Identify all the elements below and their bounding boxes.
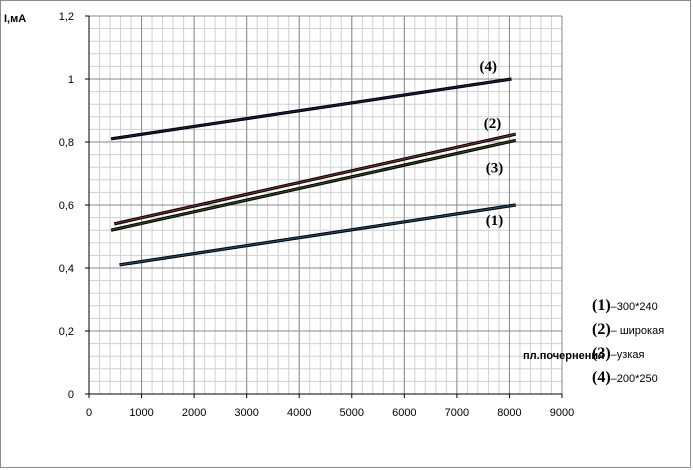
series-lines (110, 77, 517, 267)
legend-item-3: (3)–узкая (592, 345, 644, 363)
x-tick-labels: 0 1000 2000 3000 4000 5000 6000 7000 8000 9000 (86, 407, 574, 419)
legend-text: –300*240 (610, 301, 658, 313)
x-tick-label: 6000 (392, 407, 416, 419)
curve-label: (2) (484, 116, 502, 132)
legend-text: –узкая (610, 349, 645, 361)
legend-text: –200*250 (610, 373, 658, 385)
curve-label: (1) (486, 213, 504, 229)
y-tick-label: 0,2 (59, 326, 74, 338)
x-tick-label: 9000 (550, 407, 574, 419)
legend-item-2: (2)– широкая (592, 321, 664, 339)
series-line (110, 139, 516, 231)
y-tick-label: 0,4 (59, 263, 74, 275)
curve-labels: (1) (2) (3) (4) (480, 59, 504, 229)
curve-label: (3) (486, 160, 504, 176)
series-line (110, 78, 512, 140)
y-tick-label: 1,2 (59, 11, 74, 23)
legend-item-1: (1)–300*240 (592, 297, 658, 315)
y-tick-label: 1 (68, 74, 74, 86)
x-axis-label: пл.почернения (523, 350, 605, 362)
x-tick-label: 4000 (287, 407, 311, 419)
x-tick-label: 8000 (497, 407, 521, 419)
legend-item-4: (4)–200*250 (592, 369, 658, 387)
y-tick-labels: 0 0,2 0,4 0,6 0,8 1 1,2 (59, 11, 74, 401)
x-tick-label: 5000 (340, 407, 364, 419)
legend-number: (1) (592, 297, 611, 314)
series-line (114, 133, 516, 225)
x-tick-label: 3000 (234, 407, 258, 419)
legend-number: (4) (592, 369, 611, 386)
legend-number: (2) (592, 321, 611, 338)
x-tick-label: 7000 (445, 407, 469, 419)
x-tick-label: 1000 (129, 407, 153, 419)
series-line (119, 204, 516, 266)
y-tick-label: 0,6 (59, 200, 74, 212)
y-axis-label: I,мА (4, 13, 26, 25)
legend-number: (3) (592, 345, 611, 362)
x-tick-label: 0 (86, 407, 92, 419)
axes (85, 15, 563, 398)
x-tick-label: 2000 (182, 407, 206, 419)
curve-label: (4) (480, 59, 498, 75)
y-tick-label: 0,8 (59, 137, 74, 149)
legend-text: – широкая (610, 325, 665, 337)
y-tick-label: 0 (68, 389, 74, 401)
